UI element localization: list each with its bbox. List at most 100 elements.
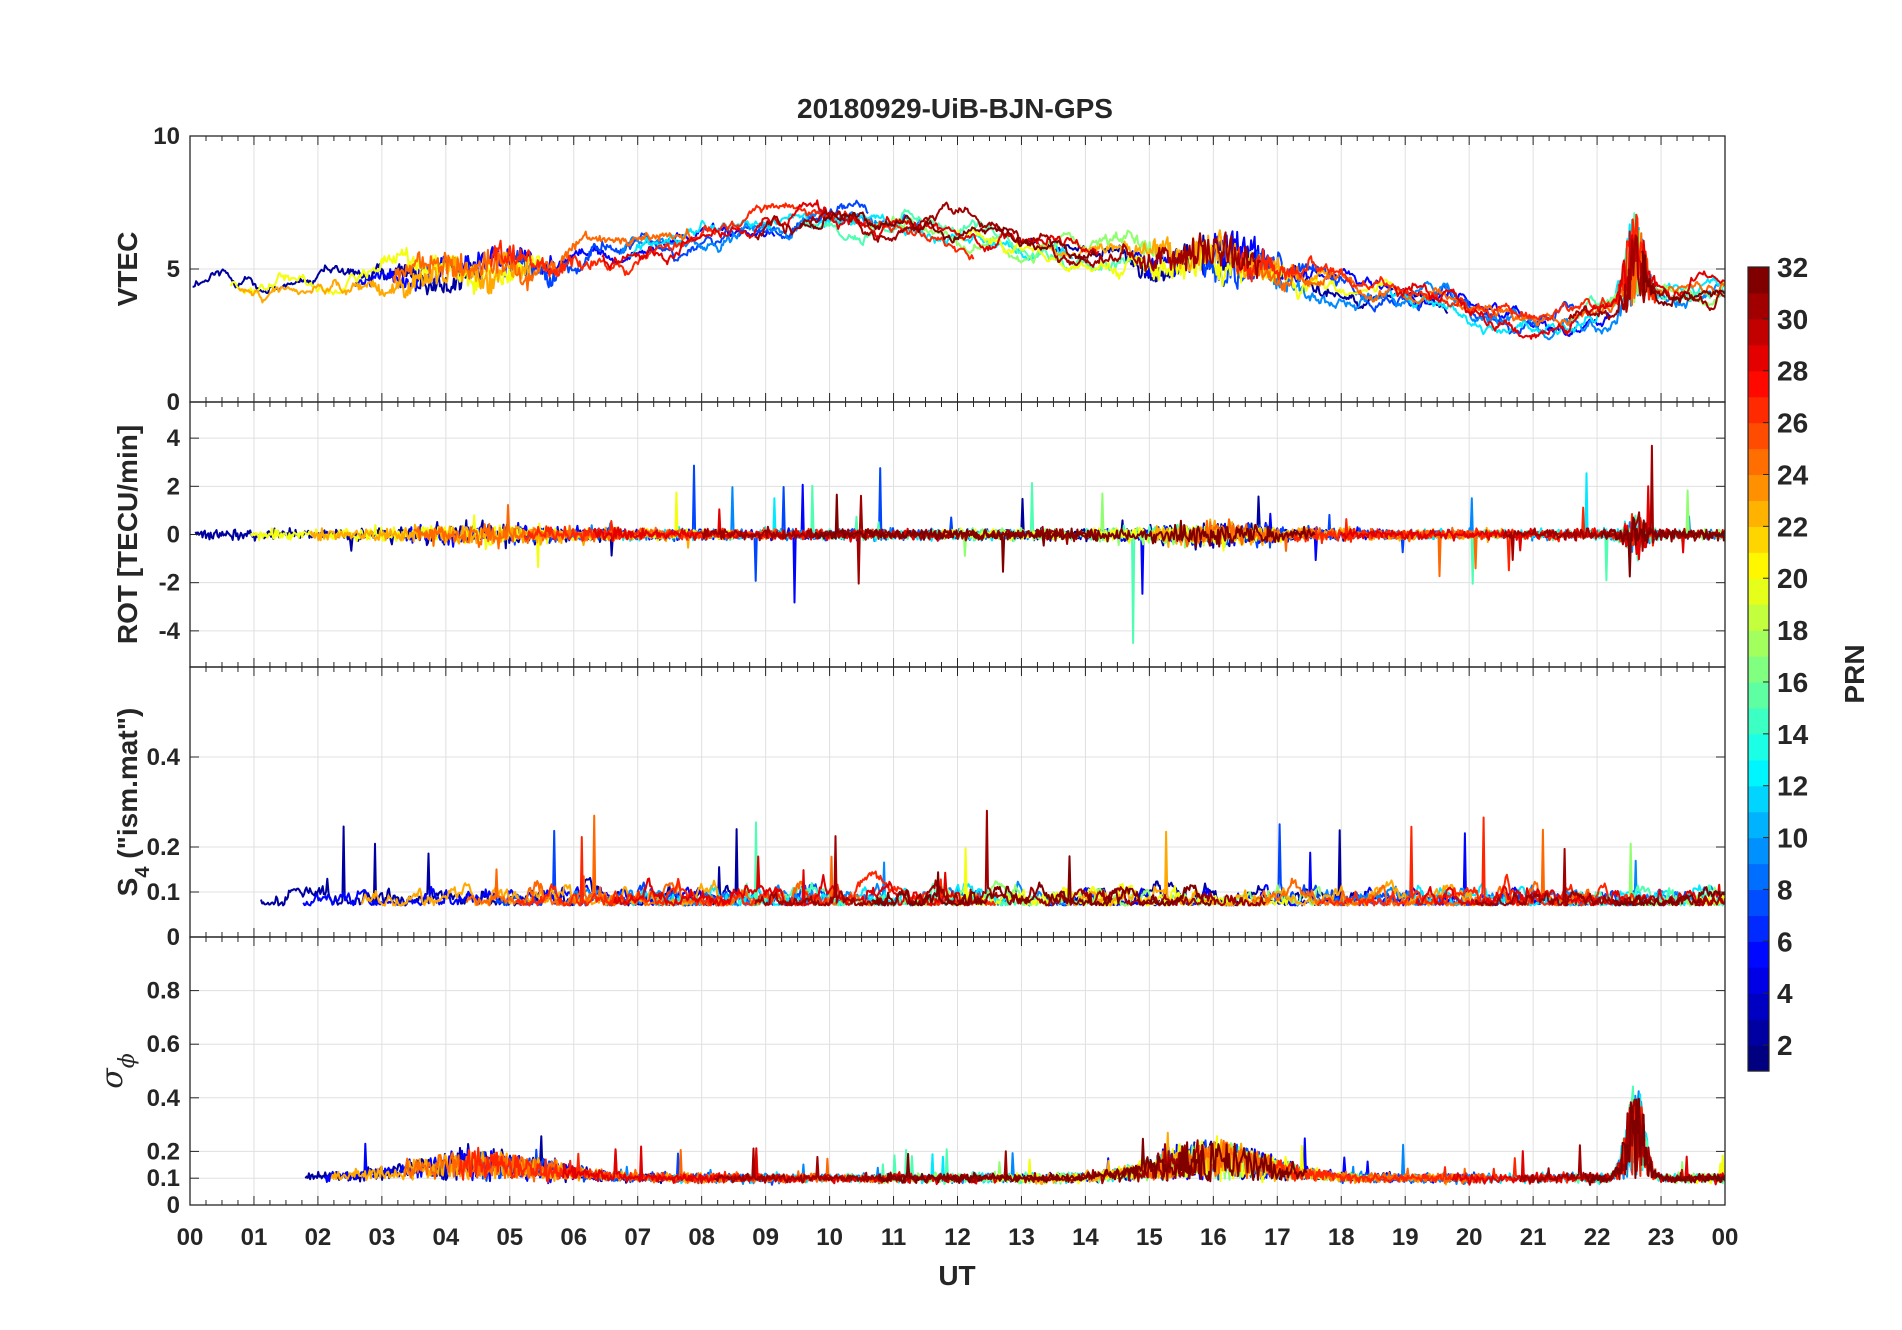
colorbar-frame — [1747, 266, 1770, 1072]
colorbar-segment — [1748, 578, 1769, 605]
x-tick-label: 21 — [1520, 1224, 1547, 1251]
y-tick-label: 4 — [167, 425, 181, 452]
y-tick-label: 0 — [167, 924, 180, 951]
trace-prn-32 — [871, 855, 1213, 907]
colorbar-tick-label: 26 — [1777, 408, 1808, 439]
colorbar-segment — [1748, 292, 1769, 320]
colorbar-segment — [1748, 915, 1769, 942]
x-tick-label: 17 — [1264, 1224, 1291, 1251]
x-tick-label: 08 — [688, 1224, 715, 1251]
y-tick-label: 10 — [153, 123, 180, 150]
x-tick-label: 01 — [241, 1224, 268, 1251]
traces — [192, 199, 1725, 341]
x-tick-label: 20 — [1456, 1224, 1483, 1251]
colorbar-segment — [1748, 656, 1769, 683]
colorbar-segment — [1748, 1019, 1769, 1046]
traces — [260, 809, 1725, 907]
trace-prn-27 — [490, 202, 975, 278]
colorbar-tick-label: 2 — [1777, 1030, 1793, 1061]
trace-prn-12 — [1421, 1093, 1725, 1185]
x-tick-label: 07 — [624, 1224, 651, 1251]
trace-prn-31 — [1567, 234, 1725, 321]
chart-title: 20180929-UiB-BJN-GPS — [797, 93, 1113, 124]
x-tick-label: 00 — [177, 1224, 204, 1251]
y-tick-label: 2 — [167, 473, 180, 500]
y-tick-label: 0 — [167, 522, 180, 549]
trace-prn-7 — [501, 464, 1013, 582]
colorbar-segment — [1748, 993, 1769, 1020]
panel-vtec: 0 5 10 VTEC — [112, 123, 1726, 416]
x-tick-label: 15 — [1136, 1224, 1163, 1251]
trace-prn-7 — [509, 199, 869, 289]
y-tick-label: 0.1 — [147, 879, 180, 906]
x-tick-label: 18 — [1328, 1224, 1355, 1251]
y-tick-label: 0 — [167, 1192, 180, 1219]
colorbar-tick-label: 30 — [1777, 304, 1808, 335]
y-tick-label: 0.4 — [147, 1085, 181, 1112]
y-tick-label: 0.8 — [147, 978, 180, 1005]
x-tick-label: 22 — [1584, 1224, 1611, 1251]
trace-prn-12 — [1389, 218, 1725, 336]
colorbar-segment — [1748, 370, 1769, 398]
x-tick-label: 05 — [496, 1224, 523, 1251]
x-tick-label: 03 — [369, 1224, 396, 1251]
trace-prn-9 — [1338, 1090, 1647, 1185]
panel-sigphi: 00.10.2 0.4 0.6 0.8 σϕ — [95, 936, 1726, 1219]
trace-prn-31 — [1502, 444, 1725, 561]
trace-prn-31 — [701, 494, 1099, 585]
trace-prn-23 — [360, 879, 734, 907]
trace-prn-32 — [1613, 886, 1725, 907]
x-tick-label: 23 — [1648, 1224, 1675, 1251]
y-tick-label: 0.1 — [147, 1165, 180, 1192]
colorbar-tick-label: 4 — [1777, 978, 1793, 1009]
x-tick-label: 13 — [1008, 1224, 1035, 1251]
colorbar-segment — [1748, 707, 1769, 735]
colorbar-tick-label: 8 — [1777, 874, 1793, 905]
panel-rot: -4 -2 0 2 4 ROT [TECU/min] — [112, 401, 1726, 668]
trace-prn-32 — [1584, 1097, 1725, 1186]
colorbar-segment — [1748, 396, 1769, 424]
traces — [304, 1085, 1725, 1186]
y-axis-label: σϕ — [95, 1053, 140, 1088]
x-tick-label: 16 — [1200, 1224, 1227, 1251]
colorbar-segment — [1748, 267, 1769, 294]
trace-prn-29 — [1415, 883, 1725, 907]
trace-prn-32 — [1640, 250, 1725, 307]
y-tick-label: 0.2 — [147, 1138, 180, 1165]
colorbar-segment — [1748, 941, 1769, 968]
y-axis-label: VTEC — [112, 232, 143, 307]
colorbar-segment — [1748, 967, 1769, 994]
y-tick-label: 0.2 — [147, 834, 180, 861]
x-axis-label: UT — [938, 1260, 975, 1291]
colorbar-segment — [1748, 759, 1769, 787]
colorbar-segment — [1748, 811, 1769, 839]
x-tick-label: 19 — [1392, 1224, 1419, 1251]
y-tick-label: 5 — [167, 256, 180, 283]
colorbar-tick-label: 16 — [1777, 667, 1808, 698]
x-tick-label: 12 — [944, 1224, 971, 1251]
y-axis-label: ROT [TECU/min] — [112, 425, 143, 644]
trace-prn-31 — [1474, 847, 1725, 907]
colorbar-segment — [1748, 552, 1769, 579]
colorbar-segment — [1748, 422, 1769, 450]
x-tick-label: 06 — [560, 1224, 587, 1251]
colorbar-segment — [1748, 448, 1769, 476]
colorbar-tick-label: 24 — [1777, 459, 1809, 490]
x-tick-label: 09 — [752, 1224, 779, 1251]
colorbar-tick-label: 18 — [1777, 615, 1808, 646]
trace-prn-32 — [877, 1137, 1308, 1184]
colorbar-segment — [1748, 837, 1769, 865]
colorbar-segment — [1748, 500, 1769, 527]
y-tick-label: -2 — [159, 570, 180, 597]
traces — [194, 444, 1725, 644]
colorbar-segment — [1748, 681, 1769, 709]
y-tick-label: 0.6 — [147, 1031, 180, 1058]
colorbar-tick-label: 22 — [1777, 511, 1808, 542]
colorbar-segment — [1748, 604, 1769, 631]
colorbar-segment — [1748, 785, 1769, 813]
colorbar-segment — [1748, 526, 1769, 553]
colorbar-tick-label: 32 — [1777, 252, 1808, 283]
colorbar-segment — [1748, 474, 1769, 502]
